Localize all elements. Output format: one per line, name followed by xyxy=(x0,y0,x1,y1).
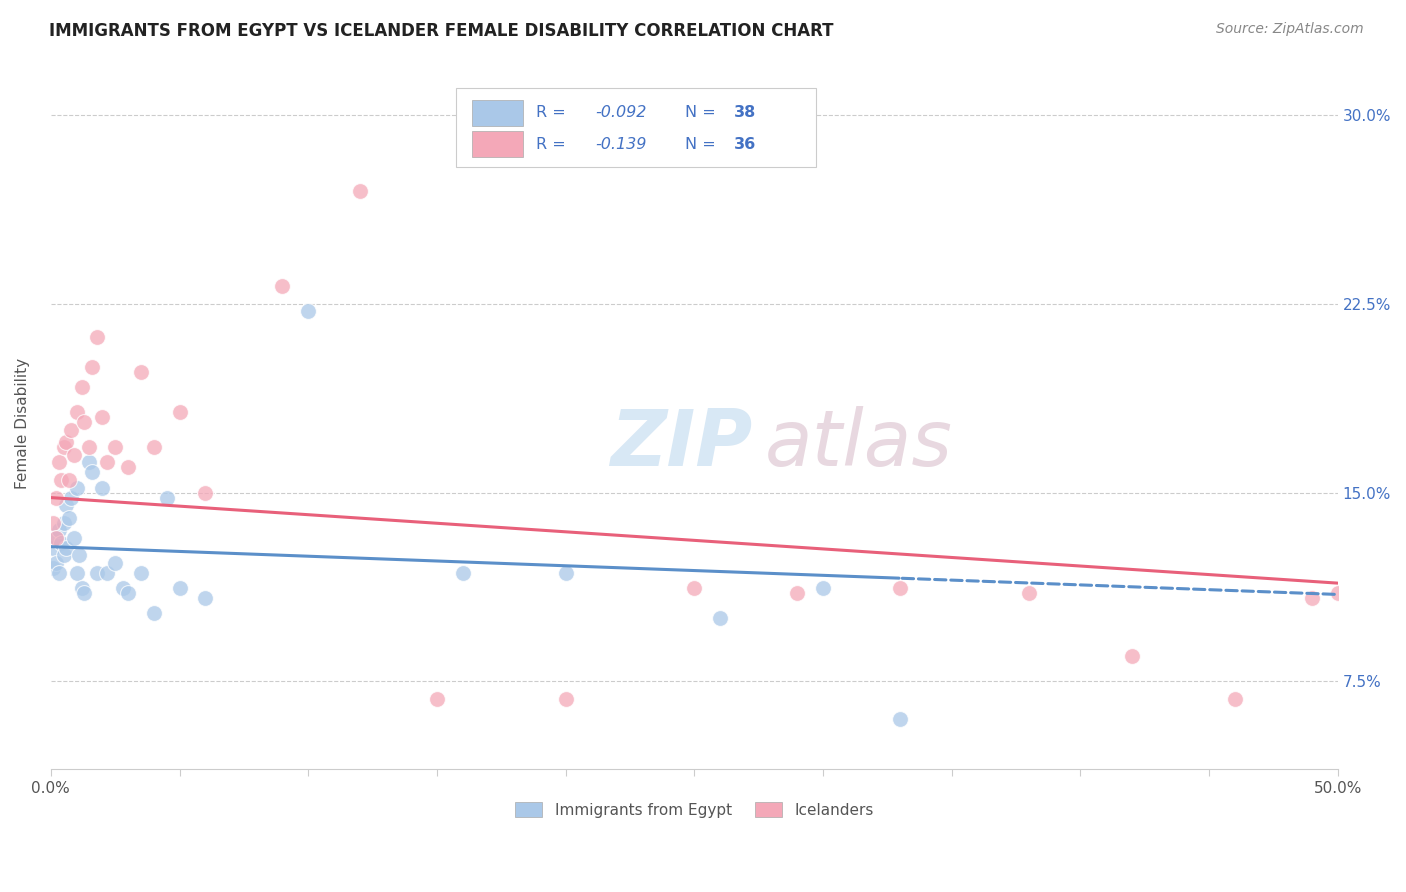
Point xyxy=(45,531,67,545)
Point xyxy=(45,491,67,505)
Point xyxy=(142,607,165,621)
Point xyxy=(96,455,118,469)
FancyBboxPatch shape xyxy=(471,100,523,126)
Point xyxy=(73,586,96,600)
Point xyxy=(42,561,65,575)
Point xyxy=(60,423,83,437)
Point xyxy=(156,491,179,505)
Point xyxy=(45,556,67,570)
Point xyxy=(297,304,319,318)
Text: N =: N = xyxy=(685,137,721,152)
Point xyxy=(65,566,87,580)
Point xyxy=(80,359,103,374)
Text: IMMIGRANTS FROM EGYPT VS ICELANDER FEMALE DISABILITY CORRELATION CHART: IMMIGRANTS FROM EGYPT VS ICELANDER FEMAL… xyxy=(49,22,834,40)
FancyBboxPatch shape xyxy=(456,87,817,168)
Point xyxy=(58,473,80,487)
Point xyxy=(169,405,191,419)
Text: -0.092: -0.092 xyxy=(595,105,647,120)
Point xyxy=(65,405,87,419)
Point xyxy=(60,491,83,505)
Point xyxy=(129,365,152,379)
Point xyxy=(45,531,67,545)
Point xyxy=(683,581,706,595)
Text: R =: R = xyxy=(536,105,571,120)
Text: -0.139: -0.139 xyxy=(595,137,647,152)
Point xyxy=(67,549,90,563)
Point xyxy=(554,566,576,580)
Point xyxy=(271,279,294,293)
Point xyxy=(811,581,834,595)
Point xyxy=(1121,649,1143,664)
Point xyxy=(117,460,139,475)
Point xyxy=(104,440,127,454)
Point xyxy=(70,380,93,394)
Point xyxy=(48,524,70,538)
Point xyxy=(42,516,65,530)
Point xyxy=(1326,586,1348,600)
Point xyxy=(91,481,114,495)
Point xyxy=(65,481,87,495)
Text: Source: ZipAtlas.com: Source: ZipAtlas.com xyxy=(1216,22,1364,37)
Point xyxy=(52,516,75,530)
Point xyxy=(63,448,86,462)
Point xyxy=(1018,586,1040,600)
Point xyxy=(55,541,77,555)
Point xyxy=(709,611,731,625)
Point xyxy=(194,591,217,606)
Text: 38: 38 xyxy=(734,105,756,120)
Point xyxy=(117,586,139,600)
Point xyxy=(79,440,101,454)
Point xyxy=(79,455,101,469)
Point xyxy=(349,184,371,198)
Point xyxy=(194,485,217,500)
Text: atlas: atlas xyxy=(765,406,953,483)
Text: R =: R = xyxy=(536,137,571,152)
Point xyxy=(786,586,808,600)
Point xyxy=(49,536,72,550)
Point xyxy=(86,566,108,580)
Point xyxy=(63,531,86,545)
Point xyxy=(129,566,152,580)
Point xyxy=(48,566,70,580)
Point xyxy=(91,410,114,425)
Point xyxy=(889,581,911,595)
Point xyxy=(426,691,449,706)
Y-axis label: Female Disability: Female Disability xyxy=(15,358,30,489)
Point xyxy=(55,498,77,512)
Point xyxy=(1223,691,1246,706)
Point xyxy=(80,466,103,480)
Point xyxy=(104,556,127,570)
Text: ZIP: ZIP xyxy=(610,406,752,483)
Point xyxy=(142,440,165,454)
Text: N =: N = xyxy=(685,105,721,120)
Point xyxy=(42,541,65,555)
Point xyxy=(70,581,93,595)
Legend: Immigrants from Egypt, Icelanders: Immigrants from Egypt, Icelanders xyxy=(509,796,880,824)
Point xyxy=(169,581,191,595)
Point xyxy=(48,455,70,469)
Text: 36: 36 xyxy=(734,137,756,152)
Point xyxy=(889,712,911,726)
Point xyxy=(58,510,80,524)
Point xyxy=(451,566,474,580)
Point xyxy=(111,581,134,595)
Point xyxy=(52,440,75,454)
Point xyxy=(52,549,75,563)
Point xyxy=(49,473,72,487)
Point xyxy=(1301,591,1323,606)
FancyBboxPatch shape xyxy=(471,131,523,157)
Point xyxy=(554,691,576,706)
Point xyxy=(96,566,118,580)
Point xyxy=(55,435,77,450)
Point xyxy=(73,415,96,429)
Point xyxy=(86,329,108,343)
